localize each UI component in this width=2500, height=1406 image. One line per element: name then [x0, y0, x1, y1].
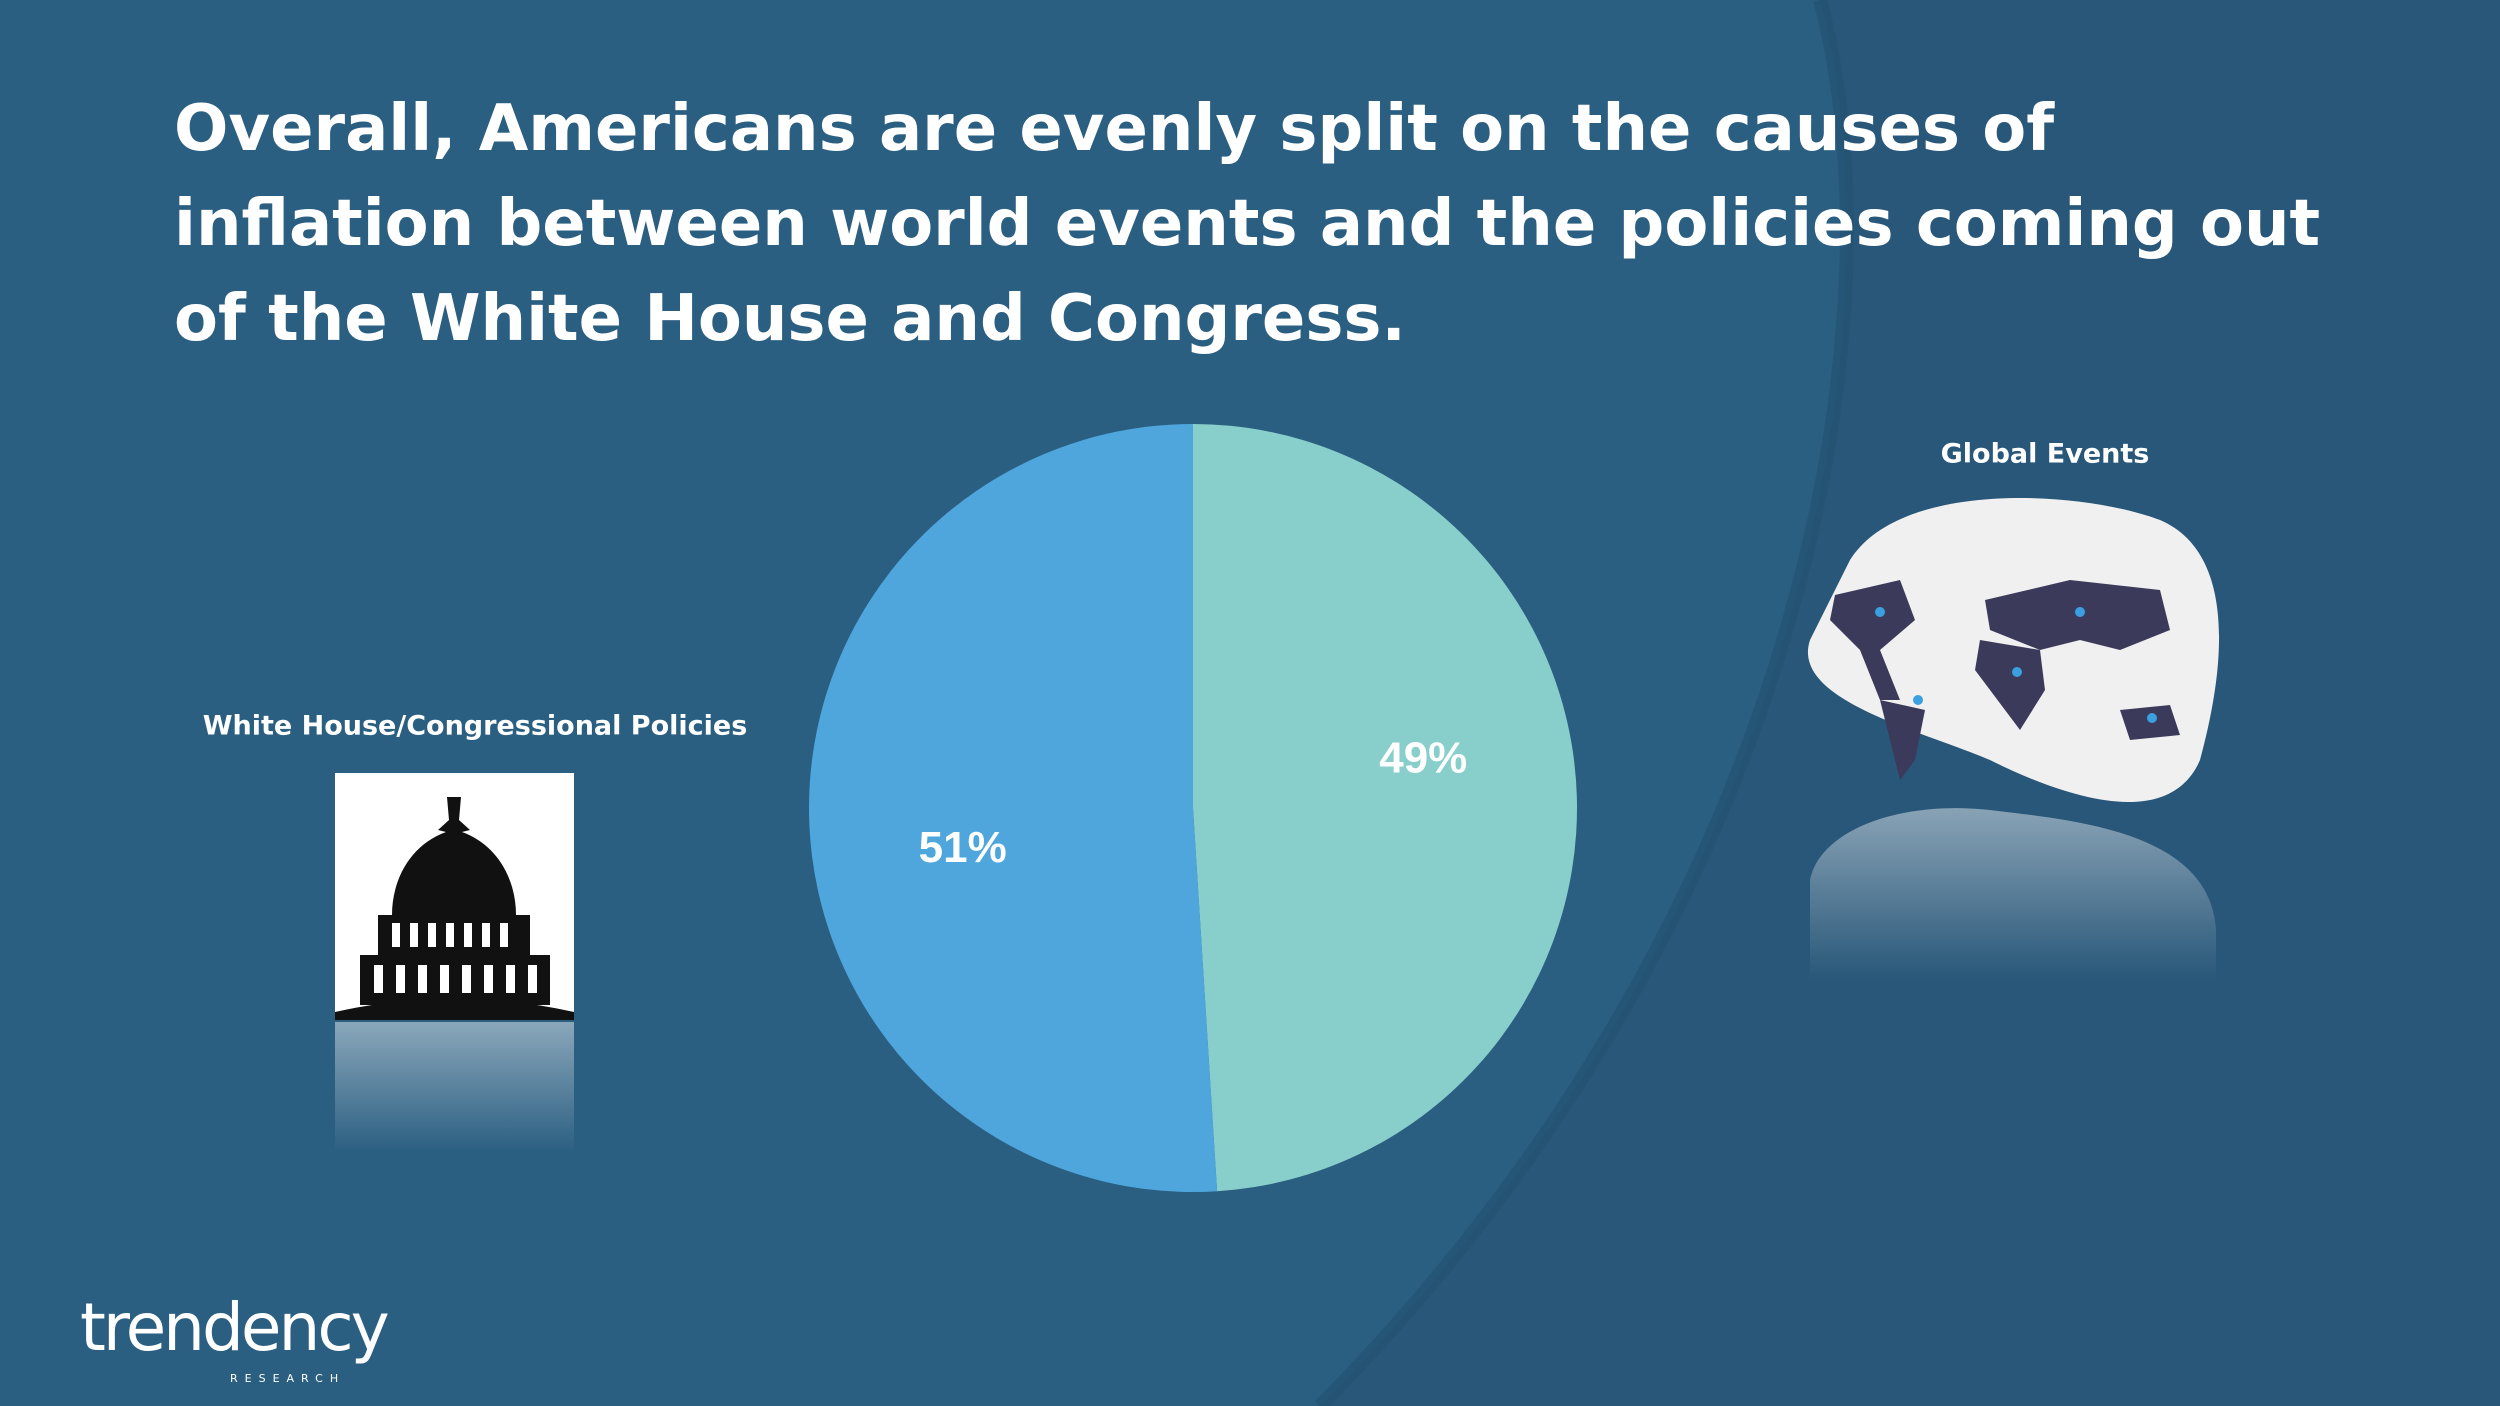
- capitol-icon: [335, 773, 574, 1152]
- logo-tagline: RESEARCH: [230, 1372, 345, 1385]
- data-label: 49%: [1379, 733, 1467, 782]
- pie: 49% 51%: [809, 424, 1578, 1192]
- curve-shadow: [1315, 0, 1854, 1406]
- pie-slice: [1193, 424, 1578, 1192]
- logo-name: trendency: [80, 1289, 389, 1366]
- chart-title: Overall, Americans are evenly split on t…: [174, 92, 2321, 356]
- world-map-icon: [1807, 497, 2220, 980]
- category-label: Global Events: [1941, 439, 2150, 470]
- category-label: White House/Congressional Policies: [203, 711, 748, 742]
- pie-slice: [809, 424, 1218, 1192]
- data-label: 51%: [919, 823, 1007, 872]
